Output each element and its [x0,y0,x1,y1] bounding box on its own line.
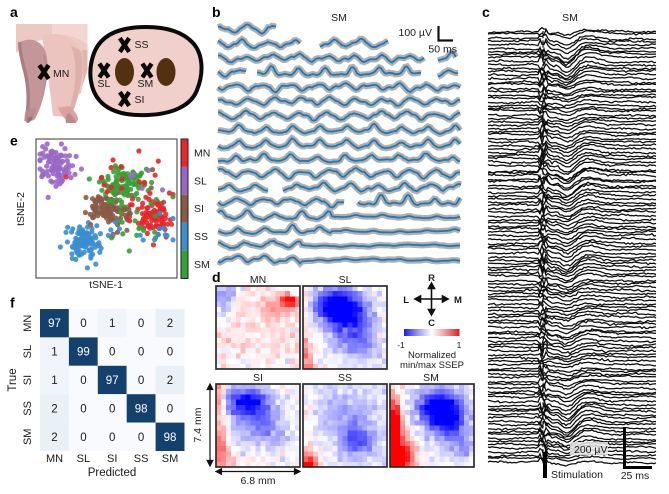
svg-text:a: a [10,4,18,20]
svg-text:b: b [212,4,221,20]
svg-text:MN: MN [53,68,69,80]
svg-text:MN: MN [46,453,63,465]
svg-text:97: 97 [106,375,119,387]
svg-text:SM: SM [162,453,179,465]
svg-text:SM: SM [562,12,578,24]
svg-text:SL: SL [77,453,90,465]
svg-text:f: f [10,295,15,311]
svg-text:2: 2 [51,432,57,444]
svg-text:SS: SS [135,39,149,51]
svg-text:0: 0 [109,347,115,359]
svg-text:Predicted: Predicted [88,467,137,479]
svg-text:0: 0 [80,432,86,444]
svg-text:R: R [428,273,435,284]
svg-text:0: 0 [80,375,86,387]
svg-text:0: 0 [80,318,86,330]
svg-text:1: 1 [109,318,115,330]
svg-text:98: 98 [164,432,177,444]
svg-text:7.4 mm: 7.4 mm [192,407,204,442]
svg-text:0: 0 [138,375,144,387]
svg-text:0: 0 [80,403,86,415]
svg-text:M: M [454,295,462,306]
svg-text:SI: SI [22,375,34,385]
svg-text:2: 2 [51,403,57,415]
svg-text:SM: SM [423,372,439,384]
svg-text:99: 99 [77,347,90,359]
svg-text:SI: SI [253,372,263,384]
svg-text:200 µV: 200 µV [574,444,608,456]
svg-text:0: 0 [138,318,144,330]
svg-text:1: 1 [51,347,57,359]
svg-text:0: 0 [109,432,115,444]
svg-text:2: 2 [167,375,173,387]
svg-text:SI: SI [107,453,117,465]
svg-text:MN: MN [194,147,210,159]
svg-text:SL: SL [22,345,34,358]
svg-text:SL: SL [98,78,111,90]
svg-text:0: 0 [167,403,173,415]
svg-text:SI: SI [194,203,204,215]
svg-text:1: 1 [457,340,462,350]
svg-text:97: 97 [48,318,61,330]
svg-text:0: 0 [138,347,144,359]
svg-text:SL: SL [194,175,207,187]
svg-text:SM: SM [194,259,210,271]
svg-text:50 ms: 50 ms [428,44,457,56]
svg-text:e: e [10,133,18,149]
svg-text:SS: SS [338,372,352,384]
svg-text:True: True [7,368,19,391]
svg-text:0: 0 [109,403,115,415]
svg-text:SS: SS [134,453,149,465]
svg-text:98: 98 [135,403,148,415]
svg-text:L: L [403,295,409,306]
svg-text:Normalized: Normalized [408,350,456,361]
svg-text:SM: SM [138,78,154,90]
svg-text:SM: SM [331,12,347,24]
svg-text:0: 0 [138,432,144,444]
svg-text:2: 2 [167,318,173,330]
svg-text:SL: SL [339,274,352,286]
svg-text:0: 0 [167,347,173,359]
svg-text:1: 1 [51,375,57,387]
svg-text:tSNE-1: tSNE-1 [89,279,123,291]
svg-text:-1: -1 [397,340,405,350]
svg-text:C: C [428,318,435,329]
svg-text:SI: SI [135,94,145,106]
svg-text:MN: MN [22,315,34,332]
svg-text:100 µV: 100 µV [399,27,433,39]
svg-text:d: d [212,269,221,285]
svg-text:SM: SM [22,429,34,446]
svg-text:MN: MN [250,274,266,286]
svg-text:c: c [482,4,490,20]
svg-text:SS: SS [22,401,34,416]
svg-text:25 ms: 25 ms [621,470,650,482]
svg-text:min/max SSEP: min/max SSEP [400,360,464,371]
svg-text:Stimulation: Stimulation [551,469,603,481]
svg-text:tSNE-2: tSNE-2 [15,192,27,226]
svg-text:6.8 mm: 6.8 mm [240,475,275,487]
svg-text:SS: SS [194,231,208,243]
